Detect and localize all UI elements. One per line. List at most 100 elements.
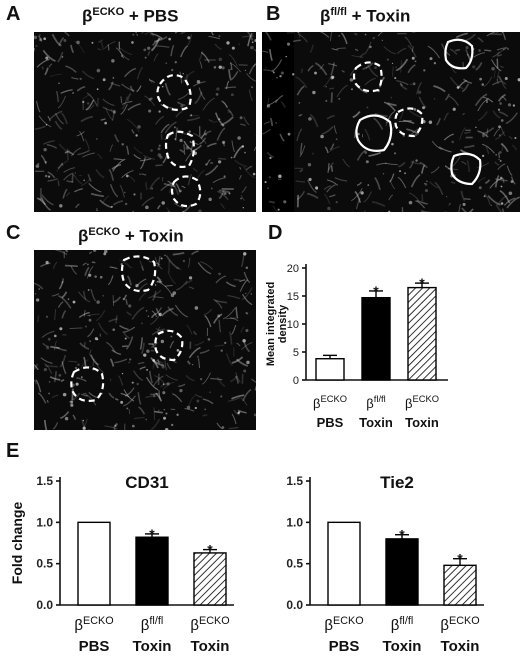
tissue-speck: [517, 78, 520, 82]
tissue-fiber: [82, 262, 87, 266]
tissue-fiber: [61, 278, 64, 284]
tissue-speck: [357, 132, 360, 136]
tissue-fiber: [104, 425, 118, 430]
tissue-speck: [231, 46, 235, 50]
tissue-speck: [424, 189, 429, 193]
chart-title: Tie2: [380, 473, 414, 492]
tissue-fiber: [359, 52, 365, 58]
tissue-speck: [131, 424, 135, 428]
tissue-fiber: [243, 116, 250, 126]
tissue-fiber: [449, 76, 464, 90]
tissue-fiber: [420, 210, 431, 212]
tissue-speck: [196, 399, 200, 403]
tissue-fiber: [246, 32, 254, 41]
tissue-fiber: [489, 177, 503, 189]
tissue-fiber: [34, 363, 39, 371]
tissue-fiber: [491, 80, 501, 86]
tissue-fiber: [42, 342, 49, 348]
tissue-speck: [135, 283, 139, 288]
micrograph-a-svg: [34, 32, 256, 212]
tissue-speck: [428, 120, 433, 124]
tissue-speck: [88, 314, 91, 317]
tissue-speck: [194, 306, 199, 310]
tissue-fiber: [202, 97, 215, 111]
tissue-fiber: [139, 260, 143, 267]
title-greek: β: [78, 226, 89, 246]
tissue-fiber: [151, 341, 158, 349]
tissue-fiber: [157, 256, 161, 267]
tissue-fiber: [163, 182, 176, 188]
tissue-fiber: [182, 70, 195, 83]
tissue-fiber: [182, 204, 192, 212]
tissue-speck: [131, 381, 134, 384]
tissue-fiber: [190, 144, 202, 153]
tissue-fiber: [229, 62, 233, 71]
tissue-fiber: [41, 66, 44, 70]
category-label-treatment: PBS: [317, 415, 344, 430]
tissue-speck: [96, 209, 98, 212]
tissue-fiber: [185, 374, 195, 382]
tissue-fiber: [88, 429, 90, 430]
tissue-fiber: [183, 144, 186, 155]
tissue-fiber: [362, 62, 374, 71]
tissue-fiber: [164, 121, 177, 134]
category-label-genotype: βfl/fl: [141, 615, 163, 634]
tissue-fiber: [155, 278, 162, 284]
tissue-speck: [386, 58, 389, 61]
tissue-fiber: [49, 73, 62, 78]
tissue-fiber: [87, 173, 92, 183]
tissue-fiber: [319, 32, 330, 38]
tissue-fiber: [74, 40, 85, 54]
tissue-fiber: [66, 180, 74, 183]
tissue-fiber: [96, 97, 100, 108]
tissue-speck: [90, 366, 92, 368]
tissue-fiber: [233, 145, 244, 159]
tissue-fiber: [187, 173, 193, 186]
tissue-speck: [365, 160, 369, 164]
tissue-fiber: [220, 116, 234, 126]
tissue-fiber: [149, 418, 161, 430]
tissue-fiber: [463, 33, 476, 42]
tissue-fiber: [487, 195, 501, 206]
tissue-speck: [218, 118, 221, 121]
tissue-fiber: [148, 79, 155, 83]
tissue-fiber: [88, 391, 98, 399]
tissue-fiber: [319, 63, 325, 70]
tissue-fiber: [54, 112, 65, 125]
tissue-fiber: [111, 349, 122, 356]
y-tick-label: 0.0: [36, 598, 53, 612]
tissue-fiber: [295, 76, 308, 89]
tissue-fiber: [502, 178, 505, 184]
tissue-fiber: [455, 32, 468, 39]
tissue-fiber: [103, 41, 116, 49]
tissue-fiber: [150, 37, 161, 52]
tissue-fiber: [184, 407, 195, 412]
tissue-fiber: [125, 173, 136, 182]
category-label-treatment: PBS: [329, 638, 360, 655]
tissue-speck: [422, 106, 426, 110]
tissue-fiber: [140, 158, 152, 162]
tissue-fiber: [253, 62, 256, 67]
tissue-speck: [242, 207, 244, 209]
tissue-fiber: [97, 47, 102, 51]
tissue-speck: [395, 66, 397, 68]
tissue-fiber: [499, 75, 507, 90]
tissue-fiber: [164, 284, 173, 287]
tissue-fiber: [307, 179, 317, 194]
tissue-speck: [46, 346, 50, 350]
category-label-genotype: βECKO: [405, 394, 439, 411]
title-super: ECKO: [88, 226, 121, 238]
tissue-fiber: [150, 393, 159, 395]
tissue-speck: [176, 413, 179, 416]
tissue-fiber: [322, 75, 332, 88]
title-super: fl/fl: [330, 6, 347, 18]
tissue-speck: [243, 252, 247, 256]
tissue-fiber: [199, 130, 212, 139]
tissue-speck: [110, 205, 113, 208]
tissue-speck: [182, 72, 184, 75]
tissue-fiber: [36, 100, 41, 113]
tissue-fiber: [108, 392, 115, 399]
tissue-speck: [243, 369, 247, 373]
tissue-fiber: [122, 294, 128, 301]
tissue-fiber: [464, 131, 471, 134]
